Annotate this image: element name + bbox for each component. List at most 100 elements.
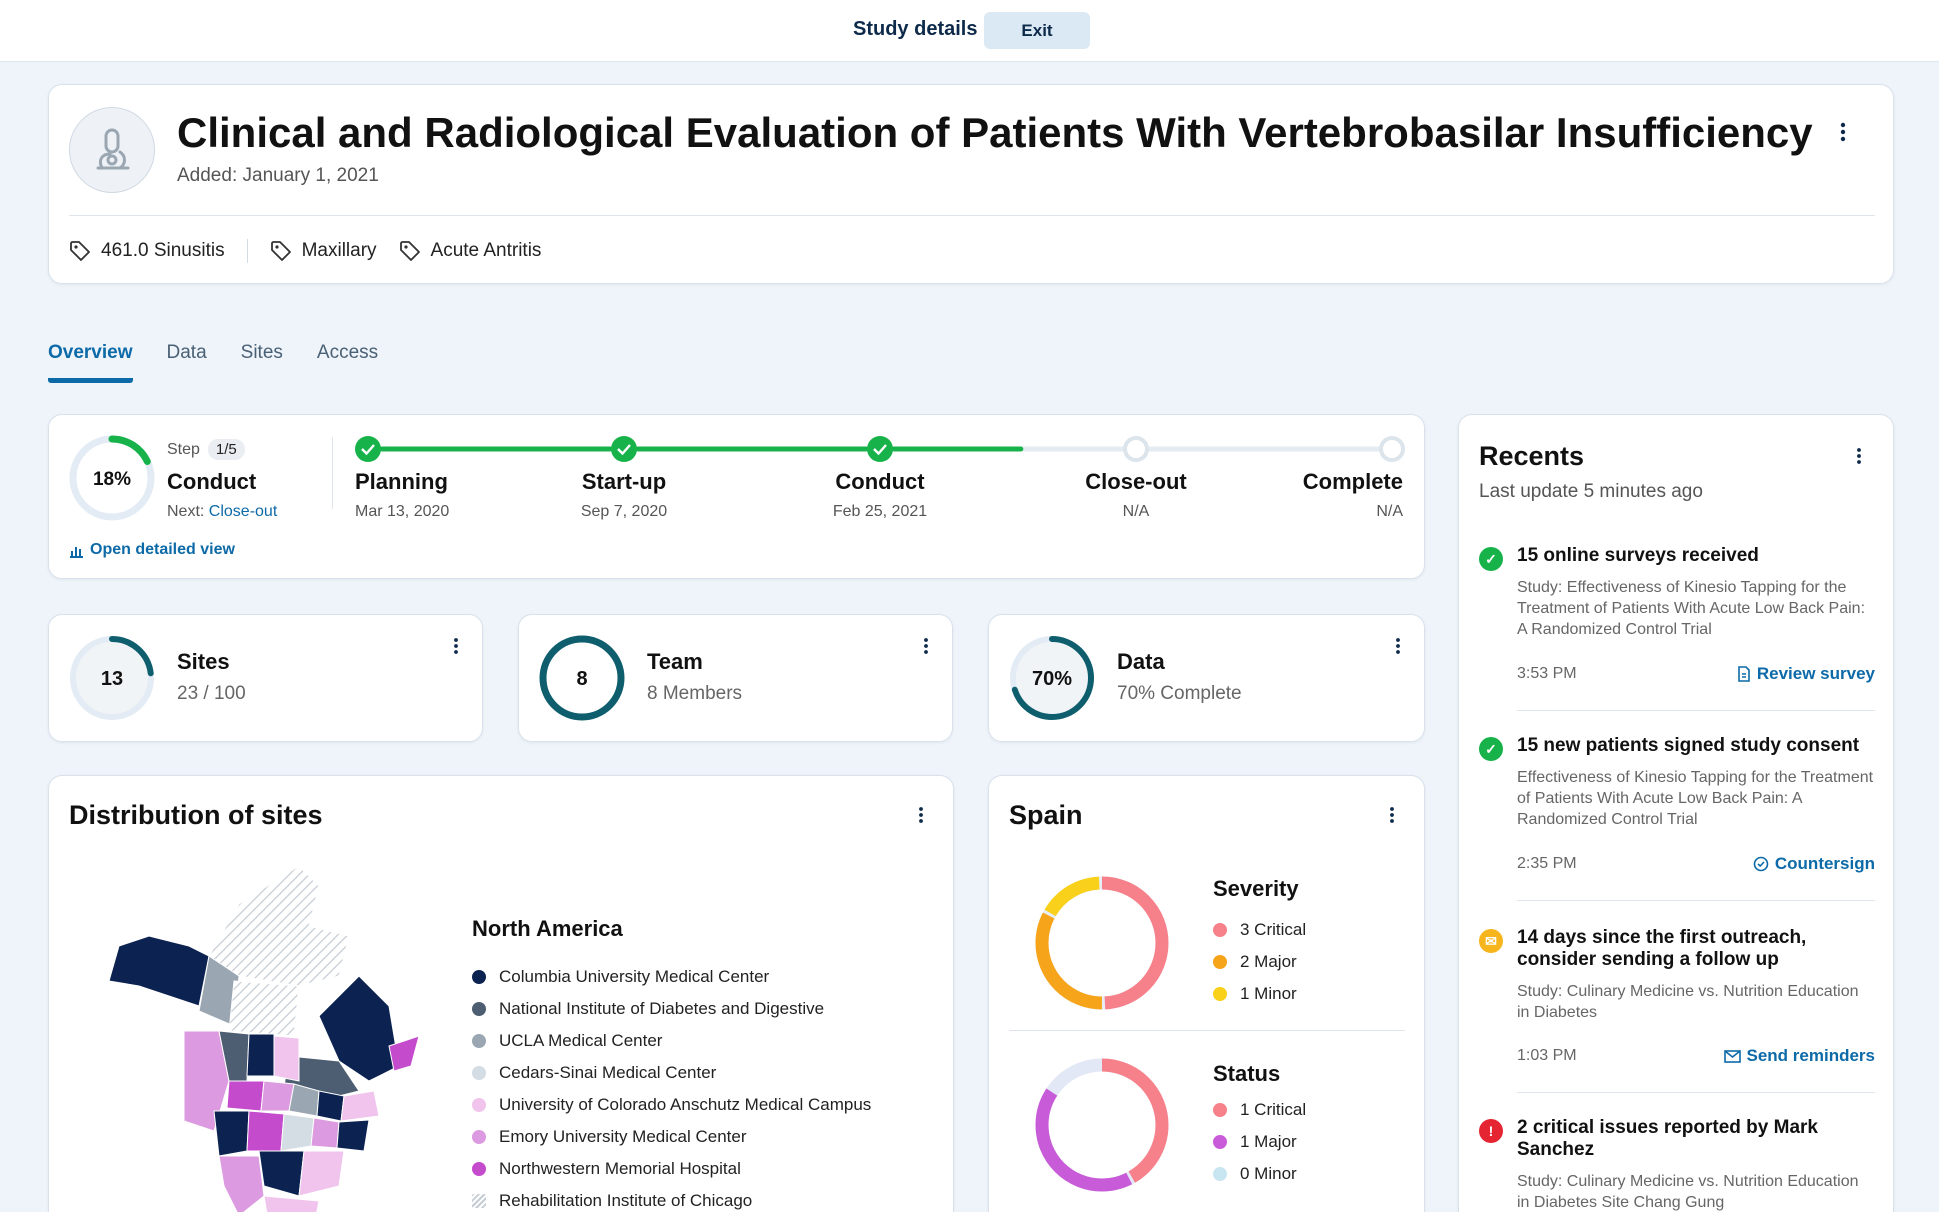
donut-slice[interactable] bbox=[1035, 1058, 1169, 1192]
severity-title: Severity bbox=[1213, 876, 1299, 901]
sites-value: 13 bbox=[101, 668, 123, 690]
exit-button[interactable]: Exit bbox=[984, 12, 1090, 49]
team-sub: 8 Members bbox=[647, 683, 743, 704]
legend-item[interactable]: Rehabilitation Institute of Chicago bbox=[472, 1185, 871, 1212]
legend-item[interactable]: University of Colorado Anschutz Medical … bbox=[472, 1089, 871, 1121]
more-options-icon[interactable] bbox=[922, 637, 930, 655]
legend-item[interactable]: Northwestern Memorial Hospital bbox=[472, 1153, 871, 1185]
team-stat-card[interactable]: 8 Team 8 Members bbox=[518, 614, 953, 742]
more-options-icon[interactable] bbox=[1839, 121, 1847, 143]
recent-desc: Study: Culinary Medicine vs. Nutrition E… bbox=[1517, 1173, 1859, 1211]
legend-item[interactable]: 1 Major bbox=[1213, 1126, 1306, 1158]
more-options-icon[interactable] bbox=[1855, 447, 1863, 465]
review-survey-link[interactable]: Review survey bbox=[1737, 664, 1875, 684]
stage-date: Sep 7, 2020 bbox=[580, 503, 668, 520]
legend-label: 2 Major bbox=[1240, 952, 1297, 971]
status-donut[interactable] bbox=[1031, 1054, 1173, 1196]
more-options-icon[interactable] bbox=[1394, 637, 1402, 655]
step-indicator: Step 1/5 bbox=[167, 439, 245, 460]
status-legend: 1 Critical 1 Major 0 Minor bbox=[1213, 1094, 1306, 1190]
map-region bbox=[258, 1150, 305, 1197]
stage-name: Close-out bbox=[1085, 469, 1187, 494]
recent-desc: Study: Culinary Medicine vs. Nutrition E… bbox=[1517, 983, 1859, 1021]
map-region bbox=[246, 1110, 285, 1152]
legend-label: 1 Major bbox=[1240, 1132, 1297, 1151]
next-stage: Next: Close-out bbox=[167, 503, 277, 521]
legend-label: UCLA Medical Center bbox=[499, 1031, 663, 1050]
map-region bbox=[208, 866, 350, 987]
more-options-icon[interactable] bbox=[917, 806, 925, 824]
tab-data[interactable]: Data bbox=[166, 342, 207, 363]
recent-item: ! 2 critical issues reported by Mark San… bbox=[1479, 1117, 1875, 1212]
tab-overview[interactable]: Overview bbox=[48, 342, 133, 383]
map-region bbox=[108, 935, 210, 1007]
sites-stat-card[interactable]: 13 Sites 23 / 100 bbox=[48, 614, 483, 742]
donut-slice[interactable] bbox=[1035, 876, 1169, 1010]
legend-label: Cedars-Sinai Medical Center bbox=[499, 1063, 717, 1082]
legend-label: Rehabilitation Institute of Chicago bbox=[499, 1191, 753, 1210]
more-options-icon[interactable] bbox=[1388, 806, 1396, 824]
legend-item[interactable]: 1 Critical bbox=[1213, 1094, 1306, 1126]
open-detailed-view-link[interactable]: Open detailed view bbox=[69, 541, 235, 559]
data-sub: 70% Complete bbox=[1117, 683, 1242, 704]
next-stage-link[interactable]: Close-out bbox=[208, 503, 278, 520]
legend-item[interactable]: 0 Minor bbox=[1213, 1158, 1306, 1190]
countersign-link[interactable]: Countersign bbox=[1753, 854, 1875, 874]
study-header-card: Clinical and Radiological Evaluation of … bbox=[48, 84, 1894, 284]
data-stat-card[interactable]: 70% Data 70% Complete bbox=[988, 614, 1425, 742]
donut-slice[interactable] bbox=[1035, 876, 1169, 1010]
north-america-map[interactable] bbox=[89, 866, 439, 1212]
legend-label: 3 Critical bbox=[1240, 920, 1307, 939]
legend-item[interactable]: Emory University Medical Center bbox=[472, 1121, 871, 1153]
study-avatar bbox=[69, 107, 155, 193]
legend-label: 1 Minor bbox=[1240, 984, 1297, 1003]
legend-item[interactable]: 2 Major bbox=[1213, 946, 1306, 978]
legend-item[interactable]: Columbia University Medical Center bbox=[472, 961, 871, 993]
donut-slice[interactable] bbox=[1035, 1058, 1169, 1192]
tag-icon bbox=[70, 241, 90, 261]
study-tags: 461.0 Sinusitis Maxillary Acute Antritis bbox=[69, 239, 563, 263]
tag-item[interactable]: 461.0 Sinusitis bbox=[69, 240, 225, 262]
stage-marker-close-out[interactable] bbox=[1123, 436, 1149, 462]
legend-swatch bbox=[1213, 923, 1227, 937]
legend-item[interactable]: National Institute of Diabetes and Diges… bbox=[472, 993, 871, 1025]
status-title: Status bbox=[1213, 1061, 1281, 1086]
legend-swatch bbox=[472, 1066, 486, 1080]
stage-marker-complete[interactable] bbox=[1379, 436, 1405, 462]
study-added-date: Added: January 1, 2021 bbox=[177, 165, 379, 186]
distribution-card: Distribution of sites bbox=[48, 775, 954, 1212]
review-survey-label: Review survey bbox=[1756, 664, 1875, 683]
tag-item[interactable]: Acute Antritis bbox=[399, 240, 541, 262]
check-circle-icon: ✓ bbox=[1479, 737, 1503, 761]
data-ring: 70% bbox=[1010, 636, 1094, 720]
more-options-icon[interactable] bbox=[452, 637, 460, 655]
legend-item[interactable]: 1 Minor bbox=[1213, 978, 1306, 1010]
check-icon bbox=[873, 444, 887, 456]
legend-swatch bbox=[1213, 1103, 1227, 1117]
legend-item[interactable]: UCLA Medical Center bbox=[472, 1025, 871, 1057]
alert-icon: ! bbox=[1479, 1119, 1503, 1143]
legend-label: Emory University Medical Center bbox=[499, 1127, 747, 1146]
envelope-icon bbox=[1723, 1049, 1741, 1063]
tab-sites[interactable]: Sites bbox=[240, 342, 283, 363]
recent-title: 15 online surveys received bbox=[1517, 545, 1759, 566]
map-region bbox=[218, 1155, 265, 1212]
tab-bar: Overview Data Sites Access bbox=[48, 342, 412, 383]
legend-item[interactable]: Cedars-Sinai Medical Center bbox=[472, 1057, 871, 1089]
stage-marker-start-up[interactable] bbox=[611, 436, 637, 462]
map-region bbox=[273, 1035, 300, 1082]
step-label: Step bbox=[167, 440, 200, 458]
legend-swatch bbox=[1213, 955, 1227, 969]
progress-ring: 18% bbox=[69, 435, 155, 521]
severity-donut[interactable] bbox=[1031, 872, 1173, 1014]
tag-icon bbox=[399, 241, 420, 261]
stage-marker-planning[interactable] bbox=[355, 436, 381, 462]
legend-swatch bbox=[472, 1194, 486, 1208]
stage-marker-conduct[interactable] bbox=[867, 436, 893, 462]
map-region bbox=[316, 1090, 345, 1122]
progress-percent: 18% bbox=[93, 469, 131, 490]
tab-access[interactable]: Access bbox=[316, 342, 379, 363]
send-reminders-link[interactable]: Send reminders bbox=[1723, 1046, 1875, 1066]
legend-item[interactable]: 3 Critical bbox=[1213, 914, 1306, 946]
tag-item[interactable]: Maxillary bbox=[270, 240, 377, 262]
